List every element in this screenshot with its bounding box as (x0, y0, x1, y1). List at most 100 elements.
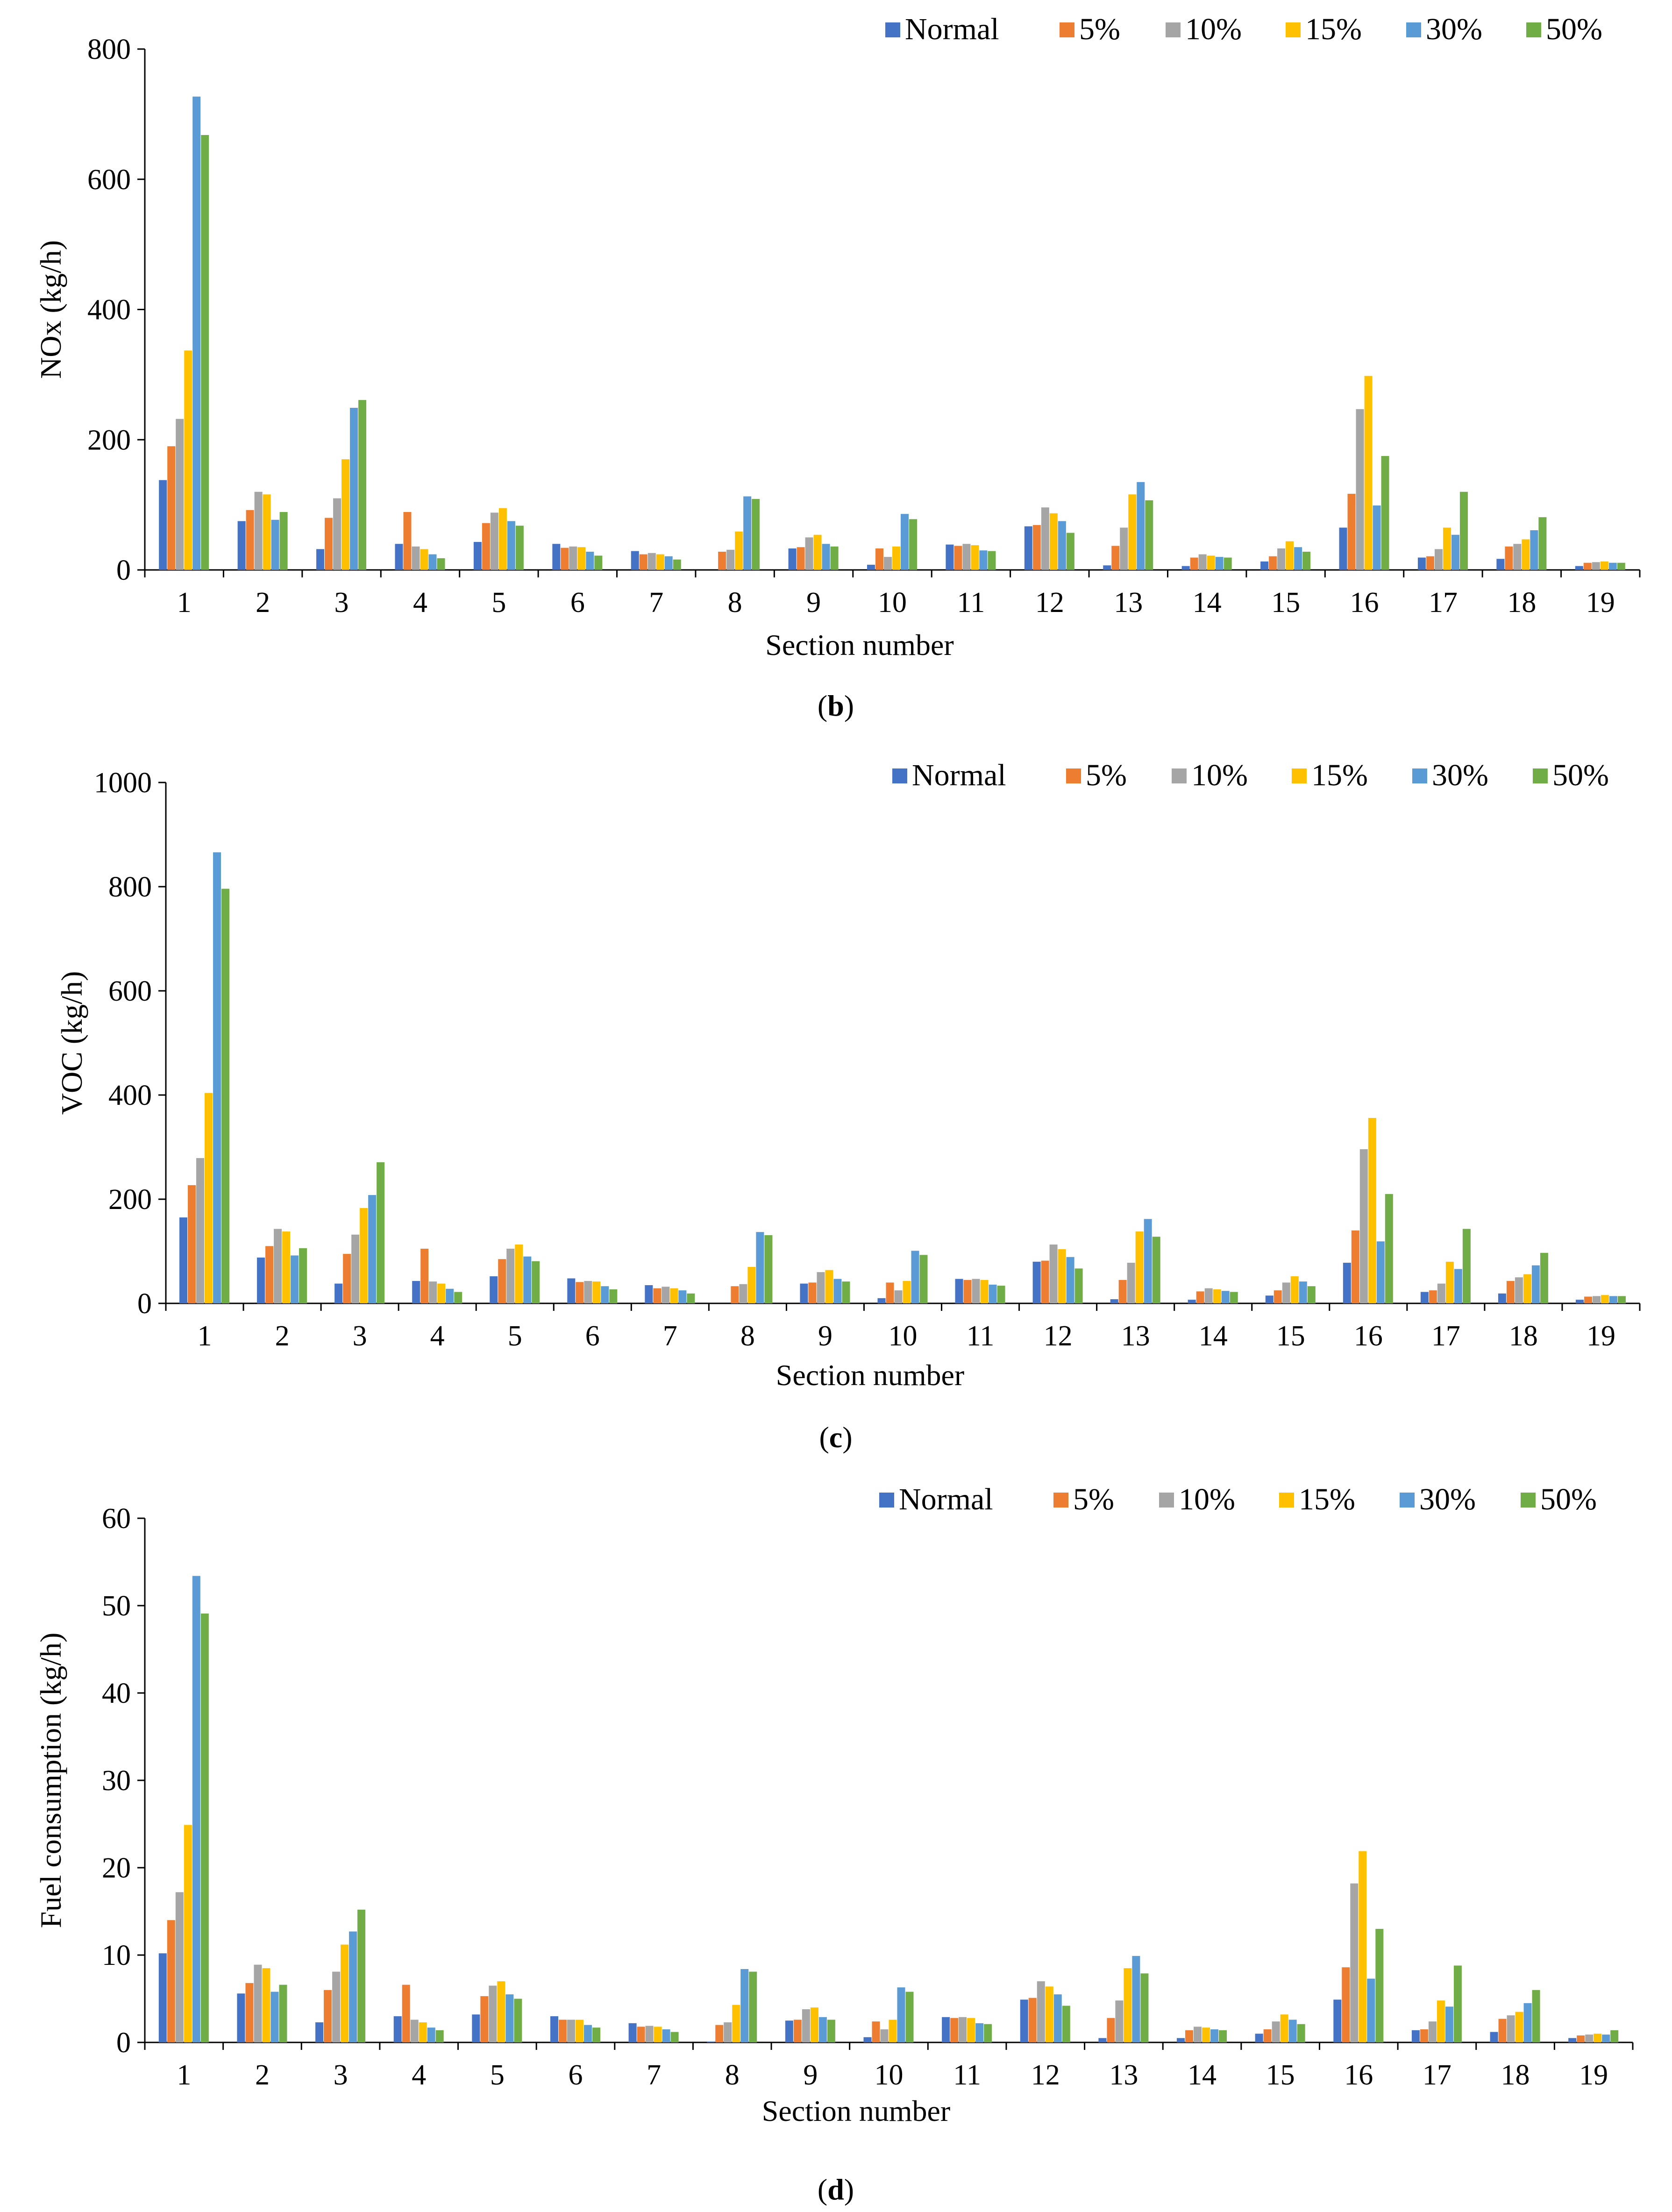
bar-10pct-section-6 (569, 546, 577, 570)
bar-10pct-section-5 (489, 1985, 497, 2042)
bar-10pct-section-4 (429, 1281, 437, 1303)
bar-Normal-section-19 (1575, 1300, 1584, 1303)
bar-15pct-section-8 (747, 1266, 756, 1303)
x-tick-label: 14 (1199, 1320, 1228, 1352)
bar-Normal-section-10 (867, 564, 875, 570)
x-tick-label: 15 (1271, 587, 1300, 619)
bar-5pct-section-13 (1118, 1280, 1127, 1303)
y-tick-label: 400 (108, 1080, 152, 1111)
x-tick-label: 14 (1193, 587, 1222, 619)
x-tick-label: 1 (198, 1320, 212, 1352)
bar-Normal-section-7 (631, 551, 639, 570)
bar-15pct-section-11 (967, 2018, 975, 2042)
legend-swatch (1412, 768, 1427, 783)
bar-5pct-section-3 (324, 1990, 332, 2042)
bar-Normal-section-18 (1490, 2032, 1498, 2042)
bar-50pct-section-19 (1617, 562, 1625, 570)
bar-10pct-section-7 (662, 1287, 670, 1303)
bar-Normal-section-8 (707, 2041, 715, 2042)
bar-5pct-section-6 (576, 1282, 584, 1303)
bar-30pct-section-11 (979, 550, 988, 570)
bar-30pct-section-17 (1445, 2006, 1453, 2042)
bar-5pct-section-4 (420, 1248, 429, 1303)
bar-50pct-section-12 (1074, 1268, 1083, 1303)
legend-swatch (1533, 768, 1548, 783)
bar-Normal-section-18 (1498, 1293, 1506, 1303)
bar-15pct-section-18 (1522, 539, 1530, 570)
x-tick-label: 17 (1431, 1320, 1460, 1352)
bar-30pct-section-8 (743, 496, 752, 570)
x-tick-label: 15 (1276, 1320, 1305, 1352)
x-tick-label: 18 (1507, 587, 1536, 619)
bar-30pct-section-12 (1058, 521, 1066, 570)
bar-50pct-section-4 (454, 1292, 462, 1303)
bar-Normal-section-10 (863, 2037, 872, 2042)
bar-30pct-section-10 (897, 1987, 905, 2042)
bar-15pct-section-4 (437, 1283, 446, 1303)
bar-30pct-section-3 (349, 1931, 357, 2042)
bar-50pct-section-18 (1532, 1990, 1540, 2042)
bar-10pct-section-18 (1515, 1277, 1523, 1303)
legend-entry: Normal (905, 12, 999, 46)
bar-Normal-section-17 (1420, 1292, 1429, 1303)
x-tick-label: 6 (585, 1320, 600, 1352)
bar-30pct-section-16 (1373, 505, 1381, 570)
bar-50pct-section-15 (1307, 1286, 1316, 1303)
legend-entry: 10% (1185, 12, 1242, 46)
y-tick-label: 50 (102, 1590, 131, 1622)
legend-swatch (1053, 1493, 1068, 1508)
bar-15pct-section-1 (205, 1093, 213, 1303)
bar-Normal-section-15 (1255, 2034, 1263, 2042)
legend-swatch (1172, 768, 1187, 783)
bar-5pct-section-3 (343, 1254, 351, 1303)
bar-10pct-section-19 (1585, 2034, 1594, 2042)
bar-50pct-section-16 (1381, 456, 1389, 570)
bar-5pct-section-19 (1577, 2035, 1585, 2042)
x-tick-label: 18 (1509, 1320, 1538, 1352)
bar-30pct-section-1 (192, 96, 201, 570)
bar-5pct-section-15 (1263, 2029, 1272, 2042)
legend-entry: 30% (1432, 758, 1488, 792)
bar-5pct-section-1 (188, 1185, 196, 1303)
x-tick-label: 8 (740, 1320, 755, 1352)
bar-5pct-section-12 (1028, 1998, 1037, 2042)
bar-10pct-section-7 (645, 2026, 654, 2042)
bar-5pct-section-18 (1498, 2019, 1507, 2042)
bar-30pct-section-18 (1531, 1265, 1540, 1303)
y-tick-label: 10 (102, 1940, 131, 1971)
bar-15pct-section-6 (575, 2020, 583, 2042)
bar-30pct-section-5 (505, 1994, 514, 2042)
bar-Normal-section-13 (1098, 2038, 1107, 2042)
x-tick-label: 2 (256, 587, 270, 619)
bar-30pct-section-19 (1608, 562, 1617, 570)
x-tick-label: 3 (334, 587, 349, 619)
bar-5pct-section-15 (1269, 556, 1277, 570)
bar-10pct-section-11 (962, 544, 971, 570)
bar-30pct-section-17 (1454, 1269, 1462, 1303)
x-tick-label: 16 (1344, 2059, 1373, 2091)
legend-swatch (1279, 1493, 1294, 1508)
bar-15pct-section-7 (654, 2027, 662, 2042)
bar-15pct-section-9 (813, 534, 822, 570)
bar-10pct-section-6 (584, 1281, 592, 1303)
bar-10pct-section-6 (567, 2020, 575, 2042)
x-tick-label: 17 (1423, 2059, 1451, 2091)
bar-5pct-section-14 (1196, 1291, 1204, 1303)
y-tick-label: 800 (108, 871, 152, 903)
bar-15pct-section-6 (592, 1281, 601, 1303)
bar-30pct-section-18 (1530, 530, 1538, 570)
bar-50pct-section-9 (842, 1281, 850, 1303)
bar-50pct-section-10 (909, 519, 917, 570)
bar-Normal-section-3 (316, 549, 325, 570)
bar-10pct-section-3 (351, 1234, 360, 1303)
bar-Normal-section-4 (412, 1281, 420, 1303)
bar-10pct-section-9 (805, 537, 813, 570)
bar-5pct-section-17 (1429, 1290, 1437, 1303)
bar-30pct-section-19 (1602, 2034, 1610, 2042)
x-axis-label: Section number (762, 2094, 950, 2127)
bar-50pct-section-13 (1140, 1973, 1149, 2042)
bar-5pct-section-7 (639, 554, 647, 570)
legend-entry: Normal (899, 1482, 993, 1516)
bar-15pct-section-2 (262, 1968, 270, 2042)
